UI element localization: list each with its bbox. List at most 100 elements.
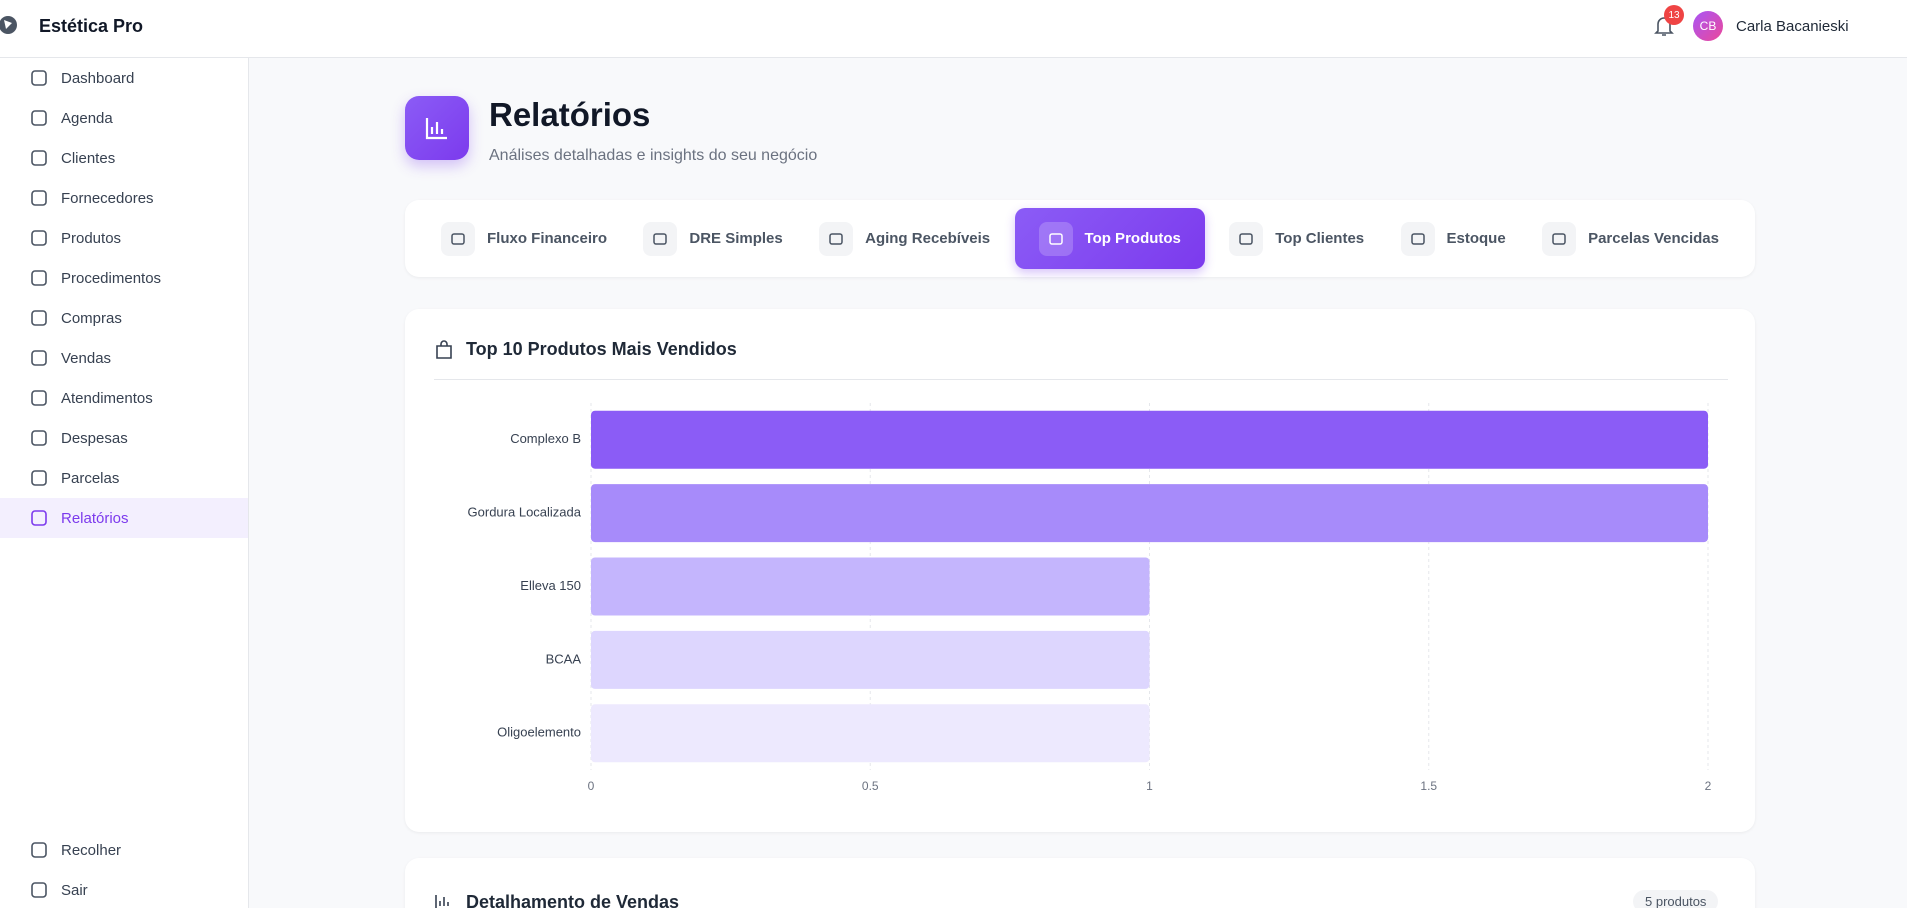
nav-label: Atendimentos xyxy=(61,389,153,407)
nav-label: Vendas xyxy=(61,349,112,367)
tab-label: Estoque xyxy=(1446,230,1506,247)
tab-icon xyxy=(643,221,678,256)
y-tick-label: Elleva 150 xyxy=(520,578,581,593)
chart-icon xyxy=(435,895,449,908)
nav-item[interactable]: Vendas xyxy=(0,338,248,378)
icon xyxy=(1239,232,1253,245)
bar xyxy=(591,410,1708,469)
nav-icon xyxy=(31,70,47,86)
nav-icon xyxy=(31,230,47,246)
x-tick-label: 1.5 xyxy=(1420,779,1437,793)
tab[interactable]: Aging Recebíveis xyxy=(807,208,1002,269)
icon xyxy=(451,232,465,245)
nav-label: Procedimentos xyxy=(61,269,162,287)
tab[interactable]: Estoque xyxy=(1389,208,1518,269)
y-tick-label: Oligoelemento xyxy=(497,725,581,740)
nav-item[interactable]: Procedimentos xyxy=(0,258,248,298)
page-subtitle: Análises detalhadas e insights do seu ne… xyxy=(489,147,818,164)
avatar[interactable]: CB xyxy=(1693,11,1723,41)
nav-item[interactable]: Parcelas xyxy=(0,458,248,498)
nav-item[interactable]: Compras xyxy=(0,298,248,338)
icon xyxy=(1048,232,1063,245)
x-tick-label: 1 xyxy=(1146,779,1153,793)
tab-icon xyxy=(1229,221,1264,256)
page-icon xyxy=(405,96,469,160)
tab-label: Top Produtos xyxy=(1084,230,1181,247)
icon xyxy=(1552,232,1566,245)
y-tick-label: Gordura Localizada xyxy=(468,505,582,520)
nav-label: Recolher xyxy=(61,841,122,859)
bar xyxy=(591,484,1708,543)
nav-icon xyxy=(31,350,47,366)
nav-label: Compras xyxy=(61,309,122,327)
tab-bar: Fluxo Financeiro DRE Simples Aging Recebív… xyxy=(405,200,1755,277)
tab-icon xyxy=(1542,221,1577,256)
page-title: Relatórios xyxy=(489,96,651,133)
tab-label: Aging Recebíveis xyxy=(865,230,991,247)
tab[interactable]: Fluxo Financeiro xyxy=(429,208,619,269)
nav-icon xyxy=(31,842,47,858)
tab-icon xyxy=(441,221,475,256)
bar xyxy=(591,557,1150,616)
nav-item[interactable]: Clientes xyxy=(0,138,248,178)
tab-label: Parcelas Vencidas xyxy=(1588,230,1719,247)
nav-icon xyxy=(31,110,47,126)
nav-icon xyxy=(31,310,47,326)
nav-label: Relatórios xyxy=(61,509,129,527)
nav-label: Fornecedores xyxy=(61,189,154,207)
chart-card: Top 10 Produtos Mais Vendidos 0 0.5 1 1.5 2 C… xyxy=(405,309,1755,832)
y-tick-label: BCAA xyxy=(546,651,582,666)
nav-icon xyxy=(31,390,47,406)
tab-icon xyxy=(819,221,854,256)
details-card: Detalhamento de Vendas 5 produtos xyxy=(405,858,1755,908)
nav-icon xyxy=(31,270,47,286)
nav-item[interactable]: Agenda xyxy=(0,98,248,138)
notification-badge: 13 xyxy=(1664,5,1684,25)
nav-item[interactable]: Produtos xyxy=(0,218,248,258)
nav-icon xyxy=(31,150,47,166)
tab[interactable]: DRE Simples xyxy=(631,208,794,269)
top-bar: Estética Pro 13 CB Carla Bacanieski xyxy=(0,0,1907,58)
card-title: Top 10 Produtos Mais Vendidos xyxy=(466,339,737,359)
icon xyxy=(1410,232,1425,245)
nav-label: Clientes xyxy=(61,149,116,167)
nav-icon xyxy=(31,510,47,526)
x-tick-label: 2 xyxy=(1705,779,1712,793)
sidebar: Dashboard Agenda Clientes Fornecedores Produ… xyxy=(0,58,249,908)
nav-item[interactable]: Despesas xyxy=(0,418,248,458)
details-title: Detalhamento de Vendas xyxy=(466,892,680,908)
nav-item[interactable]: Relatórios xyxy=(0,498,248,538)
nav-item[interactable]: Atendimentos xyxy=(0,378,248,418)
divider xyxy=(434,379,1728,380)
user-name[interactable]: Carla Bacanieski xyxy=(1736,18,1849,35)
nav-label: Parcelas xyxy=(61,469,120,487)
icon xyxy=(829,232,843,245)
tab[interactable]: Top Clientes xyxy=(1217,208,1376,269)
chart: 0 0.5 1 1.5 2 Complexo B Gordura Localizada Ell… xyxy=(468,403,1712,793)
tab-label: Fluxo Financeiro xyxy=(487,230,608,247)
nav-icon xyxy=(31,470,47,486)
x-tick-label: 0 xyxy=(588,779,595,793)
x-tick-label: 0.5 xyxy=(862,779,879,793)
nav-item[interactable]: Sair xyxy=(0,870,248,908)
badge: 5 produtos xyxy=(1633,890,1719,908)
tab-icon xyxy=(1400,221,1435,256)
nav-label: Dashboard xyxy=(61,69,135,87)
tab[interactable]: Top Produtos xyxy=(1014,208,1205,269)
nav-icon xyxy=(31,190,47,206)
nav-label: Produtos xyxy=(61,229,122,247)
nav-label: Sair xyxy=(61,881,88,899)
nav-item[interactable]: Recolher xyxy=(0,830,248,870)
bar xyxy=(591,630,1150,689)
chart-icon xyxy=(425,118,447,140)
nav-label: Despesas xyxy=(61,429,128,447)
tab[interactable]: Parcelas Vencidas xyxy=(1530,208,1731,269)
nav-item[interactable]: Fornecedores xyxy=(0,178,248,218)
nav-item[interactable]: Dashboard xyxy=(0,58,248,98)
icon xyxy=(653,232,668,245)
y-tick-label: Complexo B xyxy=(510,431,581,446)
tab-label: DRE Simples xyxy=(689,230,783,247)
nav-label: Agenda xyxy=(61,109,113,127)
